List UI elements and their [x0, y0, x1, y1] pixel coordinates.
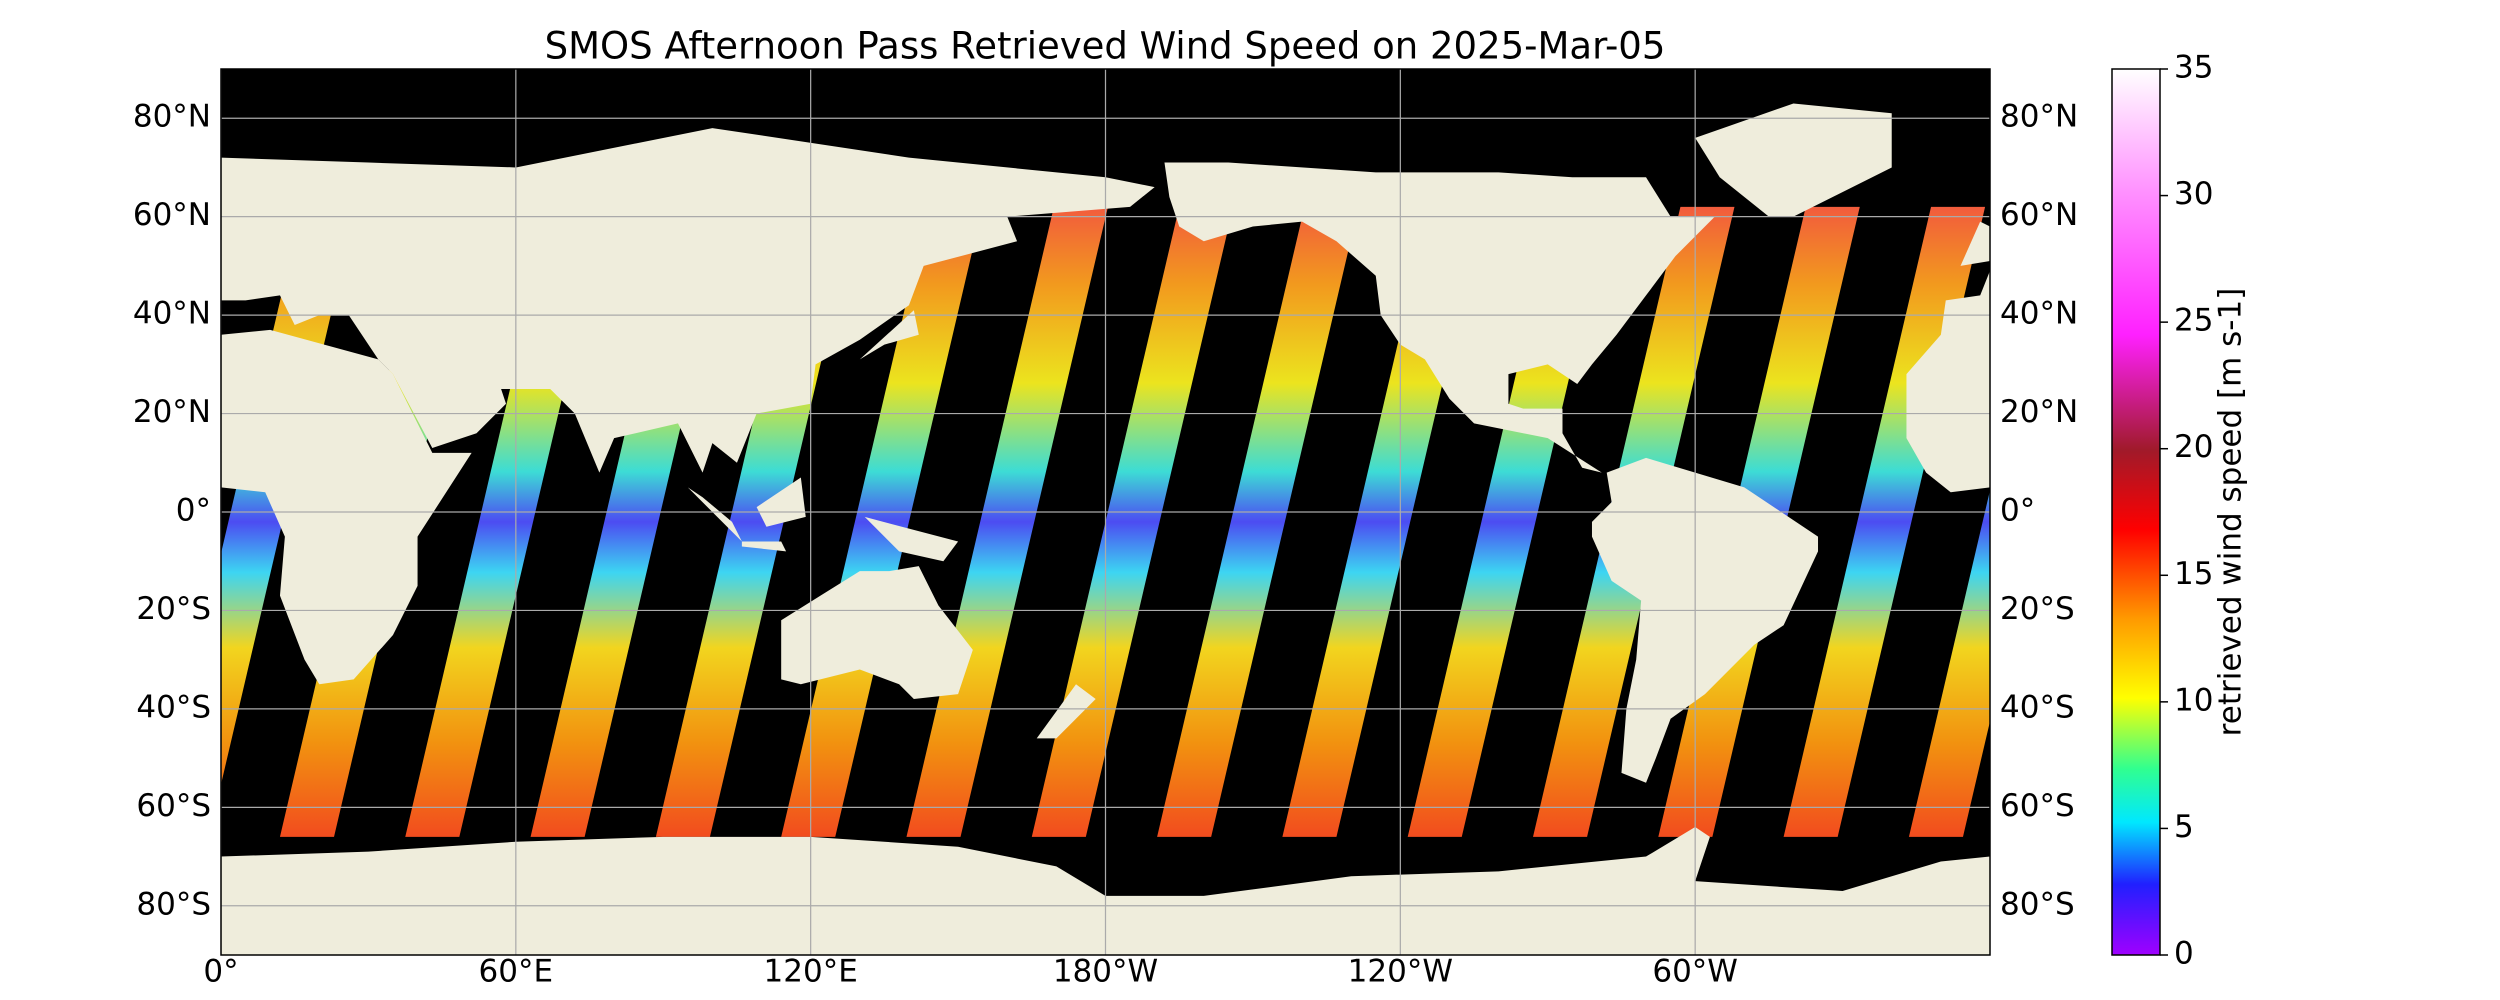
y-tick-label-right: 0°	[2000, 493, 2035, 529]
y-tick-label-left: 40°N	[133, 296, 211, 332]
land-mass	[781, 566, 973, 700]
y-tick-label-left: 80°N	[133, 99, 211, 135]
y-tick-label-right: 80°N	[2000, 99, 2078, 135]
y-tick-label-right: 20°N	[2000, 394, 2078, 430]
land-mass	[741, 541, 787, 552]
colorbar-tick-label: 30	[2174, 176, 2213, 212]
land-mass	[1164, 162, 1715, 473]
land-mass	[1695, 103, 1892, 217]
colorbar-tick-label: 20	[2174, 429, 2213, 465]
land-mass	[221, 827, 1990, 955]
swath	[1031, 206, 1234, 837]
colorbar-tick-label: 15	[2174, 556, 2213, 592]
grid	[221, 69, 1990, 955]
land-mass	[687, 487, 742, 542]
y-tick-label-right: 60°N	[2000, 197, 2078, 233]
x-tick-label: 60°E	[479, 954, 554, 990]
y-tick-label-left: 0°	[176, 493, 211, 529]
swath	[1157, 206, 1359, 837]
map-area	[221, 69, 1990, 955]
land-mass	[221, 329, 472, 685]
x-tick-label: 120°E	[764, 954, 858, 990]
y-tick-label-left: 80°S	[136, 886, 211, 922]
map-content	[221, 69, 1990, 955]
y-tick-label-left: 20°S	[136, 591, 211, 627]
y-tick-label-left: 20°N	[133, 394, 211, 430]
y-tick-label-right: 40°N	[2000, 296, 2078, 332]
colorbar	[2111, 68, 2161, 956]
y-tick-label-right: 60°S	[2000, 788, 2075, 824]
x-tick-label: 120°W	[1348, 954, 1453, 990]
y-tick-label-right: 40°S	[2000, 689, 2075, 725]
map-title: SMOS Afternoon Pass Retrieved Wind Speed…	[545, 25, 1666, 68]
colorbar-label: retrieved wind speed [m s-1]	[2213, 288, 2249, 737]
colorbar-tick-label: 25	[2174, 303, 2213, 339]
y-tick-label-left: 60°S	[136, 788, 211, 824]
colorbar-tick-label: 5	[2174, 809, 2194, 845]
land	[221, 103, 1990, 955]
x-tick-label: 60°W	[1652, 954, 1738, 990]
y-tick-label-right: 80°S	[2000, 886, 2075, 922]
y-tick-label-left: 40°S	[136, 689, 211, 725]
x-tick-label: 0°	[203, 954, 238, 990]
land-mass	[859, 310, 919, 360]
colorbar-tick-label: 35	[2174, 50, 2213, 86]
land-mass	[221, 128, 1155, 473]
land-mass	[1960, 221, 1990, 266]
land-mass	[1036, 684, 1096, 739]
land-mass	[1906, 270, 1990, 493]
land-mass	[864, 516, 959, 562]
land-mass	[1591, 457, 1819, 783]
land-mass	[756, 477, 806, 527]
map-frame	[220, 68, 1991, 956]
colorbar-tick-label: 10	[2174, 682, 2213, 718]
y-tick-label-right: 20°S	[2000, 591, 2075, 627]
y-tick-label-left: 60°N	[133, 197, 211, 233]
x-tick-label: 180°W	[1053, 954, 1158, 990]
colorbar-tick-label: 0	[2174, 936, 2194, 972]
